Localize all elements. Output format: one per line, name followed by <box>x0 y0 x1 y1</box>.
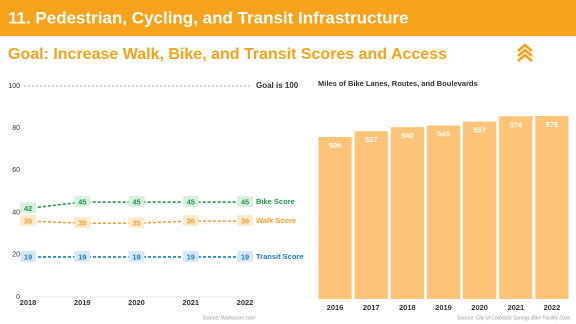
value-label: 35 <box>132 219 140 228</box>
x-tick-label: 2017 <box>363 303 380 312</box>
value-label-box <box>128 217 145 229</box>
x-tick-label: 2021 <box>507 303 524 312</box>
x-tick-label: 2022 <box>544 303 561 312</box>
value-label-box <box>237 215 253 227</box>
x-tick-label: 2020 <box>471 303 488 312</box>
value-label: 527 <box>365 135 378 144</box>
value-label: 19 <box>24 252 32 261</box>
bar <box>463 121 497 300</box>
x-tick-label: 2016 <box>327 303 344 312</box>
value-label: 45 <box>241 198 249 207</box>
value-label-box <box>182 196 199 208</box>
value-label-box <box>237 250 253 262</box>
value-label-box <box>128 250 145 262</box>
x-tick-label: 2019 <box>435 303 452 312</box>
goal-text: Goal: Increase Walk, Bike, and Transit S… <box>8 46 447 63</box>
value-label-box <box>182 250 199 262</box>
value-label: 545 <box>437 129 450 138</box>
value-label: 42 <box>24 204 32 213</box>
value-label: 19 <box>187 252 195 261</box>
x-tick-label: 2018 <box>399 303 416 312</box>
bar <box>499 116 533 299</box>
value-label: 19 <box>132 252 140 261</box>
value-label: 19 <box>241 252 249 261</box>
source: Source: Walkscore.com <box>202 315 255 321</box>
goal-label: Goal is 100 <box>256 81 299 90</box>
series-line <box>27 220 245 224</box>
y-tick-label: 20 <box>12 252 20 259</box>
y-tick-label: 100 <box>8 83 20 90</box>
value-label-box <box>74 217 91 229</box>
value-label-box <box>74 250 91 262</box>
value-label: 575 <box>546 120 559 129</box>
chevron-icon <box>517 43 533 62</box>
series-line <box>27 201 245 210</box>
header-bar <box>0 0 576 36</box>
value-label: 557 <box>473 126 486 135</box>
y-tick-label: 0 <box>16 294 20 301</box>
series-name: Transit Score <box>256 252 304 261</box>
value-label-box <box>128 196 145 208</box>
header-title: 11. Pedestrian, Cycling, and Transit Inf… <box>8 8 409 27</box>
value-label-box <box>237 196 253 208</box>
value-label: 36 <box>187 217 195 226</box>
y-tick-label: 60 <box>12 167 20 174</box>
x-tick-label: 2022 <box>237 298 254 307</box>
bar <box>354 131 388 299</box>
x-tick-label: 2021 <box>182 298 199 307</box>
bar <box>318 136 352 299</box>
value-label-box <box>182 215 199 227</box>
value-label: 574 <box>510 120 523 129</box>
x-tick-label: 2019 <box>74 298 91 307</box>
value-label: 36 <box>241 217 249 226</box>
bar <box>426 125 461 299</box>
source: Source: City of Colorado Springs Bike Fa… <box>457 315 570 321</box>
bar <box>535 115 569 299</box>
series-name: Bike Score <box>256 197 295 206</box>
value-label: 540 <box>401 131 414 140</box>
value-label: 45 <box>187 198 195 207</box>
value-label-box <box>20 202 36 214</box>
value-label-box <box>74 196 91 208</box>
x-tick-label: 2020 <box>128 298 145 307</box>
value-label: 35 <box>78 219 86 228</box>
value-label: 36 <box>24 217 32 226</box>
series-name: Walk Score <box>256 216 296 225</box>
x-tick-label: 2018 <box>20 298 37 307</box>
bar <box>390 127 424 299</box>
value-label: 45 <box>78 198 86 207</box>
y-tick-label: 40 <box>12 209 20 216</box>
value-label-box <box>20 250 36 262</box>
value-label-box <box>20 215 36 227</box>
value-label: 19 <box>78 252 86 261</box>
value-label: 509 <box>329 141 342 150</box>
y-tick-label: 80 <box>12 125 20 132</box>
value-label: 45 <box>132 198 140 207</box>
chart-title: Miles of Bike Lanes, Routes, and Bouleva… <box>318 79 478 88</box>
